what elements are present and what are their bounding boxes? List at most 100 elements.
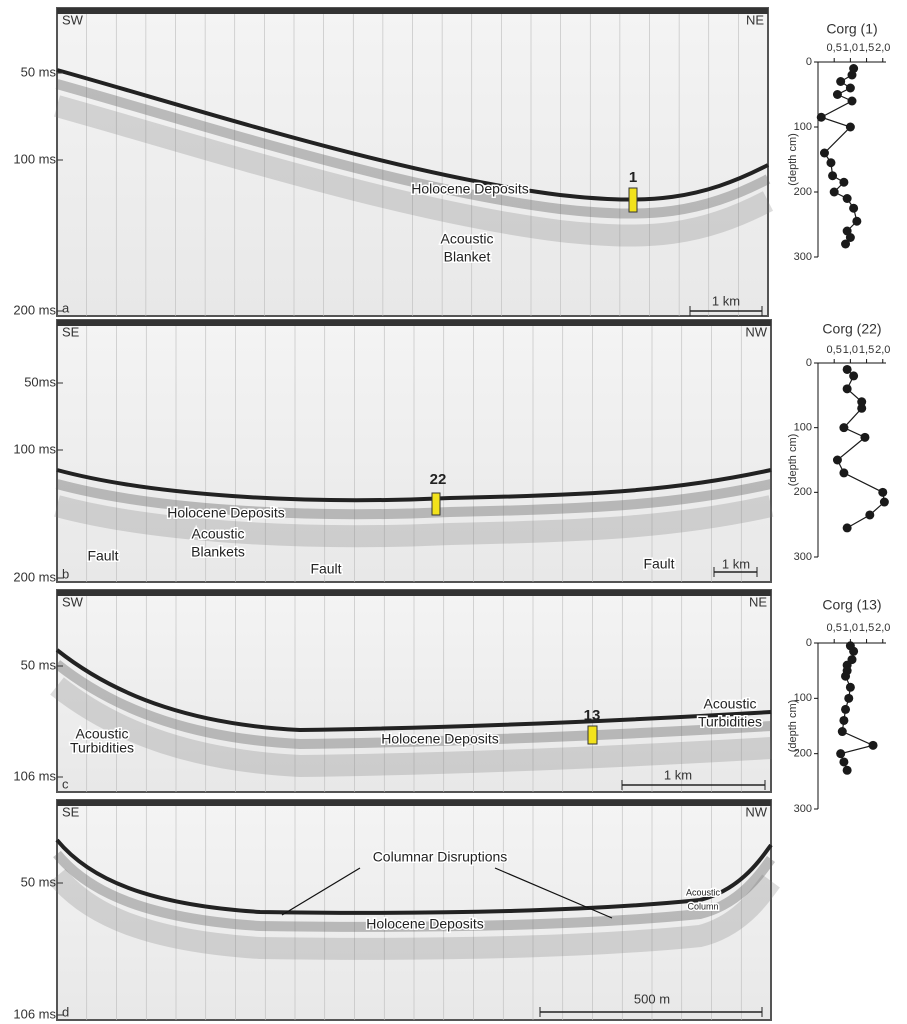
corg-point [843,384,852,393]
y-axis-label: (depth cm) [787,133,799,186]
scale-label: 1 km [664,767,692,782]
annotation: Holocene Deposits [381,731,499,747]
corg-point [843,766,852,775]
annotation: Columnar Disruptions [373,849,508,865]
time-label: 200 ms [13,569,56,584]
y-tick-label: 0 [806,56,812,68]
corg-point [828,171,837,180]
corg-point [839,178,848,187]
corg-point [841,672,850,681]
x-tick-label: 0,5 [827,42,842,54]
corg-point [846,683,855,692]
panel-letter: c [62,776,69,791]
annotation: Acoustic [441,231,494,247]
corg-point [843,523,852,532]
annotation: Fault [643,556,674,572]
annotation: Turbidities [698,714,762,730]
time-label: 106 ms [13,768,56,783]
orientation-right: NE [746,12,764,27]
y-tick-label: 100 [794,422,812,434]
corg-point [869,741,878,750]
time-label: 50ms [24,374,56,389]
y-tick-label: 200 [794,186,812,198]
y-tick-label: 100 [794,121,812,133]
orientation-left: SE [62,804,80,819]
annotation: Acoustic [686,887,721,897]
annotation: Blankets [191,544,245,560]
corg-point [846,123,855,132]
orientation-left: SE [62,324,80,339]
annotation: Holocene Deposits [366,916,484,932]
y-tick-label: 300 [794,803,812,815]
core-number: 22 [430,471,447,488]
corg-point [836,77,845,86]
time-label: 50 ms [21,657,57,672]
x-tick-label: 1,5 [859,42,874,54]
y-tick-label: 0 [806,357,812,369]
y-tick-label: 200 [794,486,812,498]
annotation: Fault [310,561,341,577]
core-location [432,493,440,515]
y-axis-label: (depth cm) [787,434,799,487]
corg-point [843,194,852,203]
annotation: Holocene Deposits [167,505,285,521]
corg-point [839,468,848,477]
y-tick-label: 300 [794,551,812,563]
corg-line [837,369,884,527]
time-label: 106 ms [13,1006,56,1021]
annotation: Blanket [444,249,491,265]
x-tick-label: 1,0 [843,344,858,356]
corg-point [878,488,887,497]
scale-label: 500 m [634,991,670,1006]
x-tick-label: 2,0 [875,344,890,356]
annotation: Fault [87,548,118,564]
annotation: Holocene Deposits [411,181,529,197]
corg-point [848,71,857,80]
corg-point [833,90,842,99]
panel-letter: a [62,300,70,315]
orientation-right: NE [749,594,767,609]
corg-point [844,694,853,703]
corg-point [817,113,826,122]
chart-title: Corg (13) [822,597,881,613]
panel-top-band [57,320,771,326]
figure: SW NE a 50 ms 100 ms 200 ms Holocene Deposits A… [0,0,907,1024]
corg-point [826,158,835,167]
annotation: Acoustic [192,526,245,542]
annotation: Acoustic [704,696,757,712]
panel-top-band [57,800,771,806]
corg-point [841,240,850,249]
orientation-right: NW [745,324,767,339]
corg-point [838,727,847,736]
panel-letter: b [62,566,69,581]
orientation-left: SW [62,12,84,27]
annotation: Column [687,901,718,911]
time-label: 100 ms [13,441,56,456]
time-label: 50 ms [21,64,57,79]
corg-point [849,647,858,656]
time-label: 200 ms [13,302,56,317]
corg-point [865,510,874,519]
page: SW NE a 50 ms 100 ms 200 ms Holocene Deposits A… [0,0,907,1024]
panel-top-band [57,590,771,596]
corg-point [852,217,861,226]
x-tick-label: 0,5 [827,622,842,634]
x-tick-label: 2,0 [875,42,890,54]
corg-point [820,149,829,158]
panel-top-band [57,8,768,14]
corg-point [849,204,858,213]
orientation-left: SW [62,594,84,609]
scale-label: 1 km [722,556,750,571]
corg-point [880,498,889,507]
chart-title: Corg (22) [822,321,881,337]
x-tick-label: 1,0 [843,42,858,54]
corg-point [836,749,845,758]
core-number: 13 [584,707,601,724]
y-axis-label: (depth cm) [787,700,799,753]
y-tick-label: 0 [806,637,812,649]
corg-point [839,757,848,766]
corg-point [843,365,852,374]
y-tick-label: 300 [794,251,812,263]
corg-point [848,97,857,106]
corg-point [846,84,855,93]
